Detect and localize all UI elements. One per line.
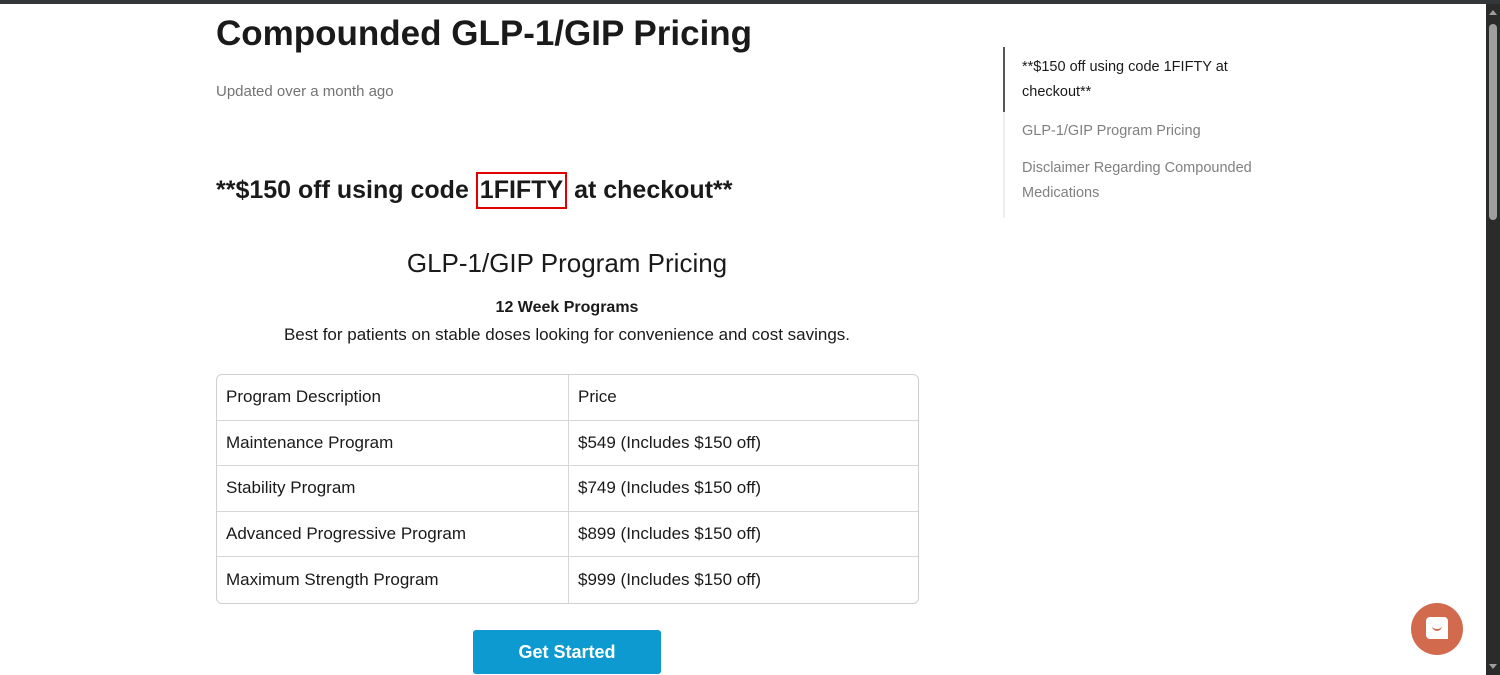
price-cell: $549 (Includes $150 off) [569,421,918,467]
program-heading: 12 Week Programs [495,299,639,316]
table-row: Stability Program $749 (Includes $150 of… [217,466,918,512]
program-cell: Maximum Strength Program [217,557,569,603]
table-row: Maintenance Program $549 (Includes $150 … [217,420,918,467]
header-cell: Price [569,375,918,421]
section-title: GLP-1/GIP Program Pricing [406,248,728,278]
promo-heading: **$150 off using code 1FIFTY at checkout… [216,172,732,209]
table-of-contents: **$150 off using code 1FIFTY at checkout… [1003,47,1263,218]
toc-item-disclaimer[interactable]: Disclaimer Regarding Compounded Medicati… [1022,160,1252,201]
toc-item-program-pricing[interactable]: GLP-1/GIP Program Pricing [1022,123,1201,139]
table-header-row: Program Description Price [217,375,918,421]
table-row: Maximum Strength Program $999 (Includes … [217,557,918,603]
program-cell: Maintenance Program [217,420,569,467]
promo-suffix: at checkout** [567,176,733,204]
page-scrollbar[interactable] [1486,4,1500,675]
browser-top-bar [0,0,1500,4]
scroll-down-arrow-icon[interactable] [1489,664,1497,669]
promo-prefix: **$150 off using code [216,176,476,204]
chat-bubble-icon [1426,617,1448,639]
updated-timestamp: Updated over a month ago [216,83,394,100]
promo-code-highlight: 1FIFTY [475,172,568,209]
price-cell: $899 (Includes $150 off) [569,512,918,558]
scroll-up-arrow-icon[interactable] [1489,10,1497,15]
page-title: Compounded GLP-1/GIP Pricing [216,14,753,53]
get-started-button[interactable]: Get Started [473,630,661,674]
price-cell: $999 (Includes $150 off) [578,570,762,590]
table-row: Advanced Progressive Program $899 (Inclu… [217,511,918,558]
scrollbar-thumb[interactable] [1489,24,1497,220]
price-cell: $749 (Includes $150 off) [569,466,918,512]
chat-launcher-button[interactable] [1411,603,1463,655]
program-subtitle: Best for patients on stable doses lookin… [283,325,851,344]
program-cell: Advanced Progressive Program [217,511,569,558]
pricing-table: Program Description Price Maintenance Pr… [216,374,919,604]
toc-item-promo[interactable]: **$150 off using code 1FIFTY at checkout… [1003,47,1263,112]
program-cell: Stability Program [217,466,569,512]
header-cell: Program Description [217,375,569,421]
